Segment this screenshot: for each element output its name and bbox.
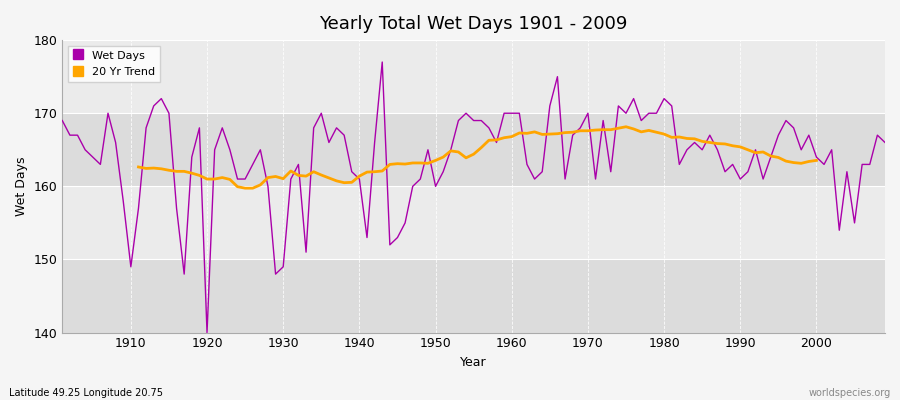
20 Yr Trend xyxy=(507,134,517,139)
Bar xyxy=(62,40,885,113)
Wet Days xyxy=(879,140,890,145)
20 Yr Trend xyxy=(499,135,509,140)
Wet Days xyxy=(377,60,388,64)
Text: Latitude 49.25 Longitude 20.75: Latitude 49.25 Longitude 20.75 xyxy=(9,388,163,398)
Wet Days xyxy=(118,198,129,203)
Bar xyxy=(62,113,885,186)
Legend: Wet Days, 20 Yr Trend: Wet Days, 20 Yr Trend xyxy=(68,46,160,82)
20 Yr Trend xyxy=(331,178,342,183)
Wet Days xyxy=(202,330,212,335)
Text: worldspecies.org: worldspecies.org xyxy=(809,388,891,398)
Wet Days xyxy=(293,162,304,167)
Title: Yearly Total Wet Days 1901 - 2009: Yearly Total Wet Days 1901 - 2009 xyxy=(320,15,628,33)
Wet Days xyxy=(57,118,68,123)
Y-axis label: Wet Days: Wet Days xyxy=(15,156,28,216)
20 Yr Trend xyxy=(285,168,296,173)
Wet Days xyxy=(514,111,525,116)
Wet Days xyxy=(338,133,349,138)
20 Yr Trend xyxy=(598,127,608,132)
Bar xyxy=(62,186,885,260)
Wet Days xyxy=(522,162,533,167)
Line: 20 Yr Trend: 20 Yr Trend xyxy=(139,127,816,188)
Bar xyxy=(62,260,885,332)
Wet Days xyxy=(613,104,624,108)
Line: Wet Days: Wet Days xyxy=(62,62,885,332)
X-axis label: Year: Year xyxy=(460,356,487,369)
